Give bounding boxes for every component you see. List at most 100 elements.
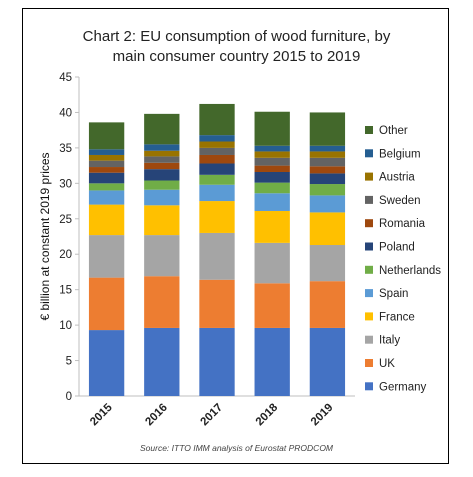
legend-swatch-romania xyxy=(365,219,373,228)
chart-source: Source: ITTO IMM analysis of Eurostat PR… xyxy=(139,443,334,453)
legend-label-poland: Poland xyxy=(379,242,415,254)
bar-segment-poland-2019 xyxy=(309,173,346,185)
legend-swatch-other xyxy=(365,126,373,134)
bar-segment-uk-2018 xyxy=(254,283,290,328)
y-tick-label: 0 xyxy=(66,391,72,403)
legend-swatch-uk xyxy=(365,359,373,367)
bar-segment-belgium-2019 xyxy=(309,145,346,152)
bar-segment-austria-2017 xyxy=(199,141,235,148)
bar-segment-germany-2015 xyxy=(88,330,125,396)
bar-segment-france-2018 xyxy=(254,210,290,243)
bar-segment-france-2016 xyxy=(144,205,180,236)
y-axis-label: € billion at constant 2019 prices xyxy=(38,152,52,320)
bar-segment-spain-2018 xyxy=(254,193,290,211)
bar-segment-belgium-2018 xyxy=(254,145,290,152)
legend-swatch-netherlands xyxy=(365,265,373,274)
chart-title-line2: main consumer country 2015 to 2019 xyxy=(112,48,361,65)
legend-label-belgium: Belgium xyxy=(379,148,421,160)
legend-label-germany: Germany xyxy=(379,381,427,393)
y-tick-label: 20 xyxy=(59,249,72,261)
bar-segment-uk-2019 xyxy=(309,281,346,328)
bar-segment-poland-2017 xyxy=(199,163,235,175)
legend-label-sweden: Sweden xyxy=(379,195,421,207)
bar-segment-romania-2017 xyxy=(199,154,235,164)
legend-label-italy: Italy xyxy=(379,335,400,347)
bar-segment-germany-2017 xyxy=(199,327,235,396)
legend-label-netherlands: Netherlands xyxy=(379,265,441,277)
bar-segment-belgium-2015 xyxy=(88,149,125,155)
bar-segment-sweden-2017 xyxy=(199,147,235,155)
legend-swatch-france xyxy=(365,312,373,321)
bar-segment-france-2015 xyxy=(88,204,125,236)
legend-swatch-poland xyxy=(365,242,373,251)
x-tick-label: 2015 xyxy=(88,401,115,428)
y-tick-label: 15 xyxy=(59,285,72,297)
bar-segment-sweden-2019 xyxy=(309,157,346,167)
bar-segment-poland-2018 xyxy=(254,171,290,183)
legend-label-france: France xyxy=(379,311,415,323)
y-tick-label: 30 xyxy=(59,178,72,190)
bar-segment-spain-2019 xyxy=(309,195,346,213)
bar-segment-netherlands-2019 xyxy=(309,184,346,196)
bar-segment-spain-2015 xyxy=(88,190,125,205)
bar-segment-austria-2016 xyxy=(144,150,180,157)
legend-swatch-austria xyxy=(365,172,373,181)
bar-segment-spain-2016 xyxy=(144,189,180,206)
bar-segment-austria-2015 xyxy=(88,154,125,161)
bar-segment-other-2015 xyxy=(88,122,125,150)
legend-label-spain: Spain xyxy=(379,288,408,300)
bar-segment-sweden-2016 xyxy=(144,156,180,163)
bar-segment-uk-2016 xyxy=(144,276,180,328)
bar-segment-netherlands-2018 xyxy=(254,182,290,194)
bar-segment-italy-2015 xyxy=(88,235,125,278)
bar-segment-sweden-2018 xyxy=(254,157,290,166)
bar-segment-germany-2019 xyxy=(309,327,346,396)
legend-swatch-spain xyxy=(365,289,373,298)
bar-segment-romania-2018 xyxy=(254,165,290,172)
bar-segment-romania-2016 xyxy=(144,162,180,170)
bar-segment-belgium-2017 xyxy=(199,135,235,142)
y-tick-label: 25 xyxy=(59,214,72,226)
bar-segment-germany-2016 xyxy=(144,327,180,396)
bar-segment-other-2016 xyxy=(144,113,180,145)
bar-segment-belgium-2016 xyxy=(144,144,180,151)
bar-segment-spain-2017 xyxy=(199,184,235,202)
bar-segment-netherlands-2016 xyxy=(144,180,180,190)
bar-segment-uk-2017 xyxy=(199,279,235,328)
bar-segment-france-2017 xyxy=(199,201,235,233)
bar-segment-other-2019 xyxy=(309,112,346,146)
chart-title-line1: Chart 2: EU consumption of wood furnitur… xyxy=(82,28,391,45)
legend-swatch-sweden xyxy=(365,195,373,204)
bar-segment-sweden-2015 xyxy=(88,160,125,168)
legend-swatch-italy xyxy=(365,335,373,344)
bar-segment-romania-2019 xyxy=(309,166,346,174)
y-tick-label: 45 xyxy=(59,72,72,84)
legend-swatch-germany xyxy=(365,382,373,391)
stacked-bar-chart: 0 5 10 15 20 25 30 35 40 45 € billion at constant … xyxy=(38,72,441,429)
y-tick-label: 35 xyxy=(59,143,72,155)
bar-segment-netherlands-2017 xyxy=(199,174,235,185)
bar-segment-uk-2015 xyxy=(88,277,125,331)
legend-label-austria: Austria xyxy=(379,172,415,184)
legend-label-romania: Romania xyxy=(379,218,426,230)
legend-label-other: Other xyxy=(379,125,408,137)
legend-swatch-belgium xyxy=(365,149,373,158)
x-tick-label: 2016 xyxy=(143,402,170,429)
bar-segment-netherlands-2015 xyxy=(88,183,125,191)
bar-segment-italy-2017 xyxy=(199,232,235,280)
chart-title: Chart 2: EU consumption of wood furnitur… xyxy=(23,27,450,67)
y-tick-label: 5 xyxy=(66,356,72,368)
bar-segment-germany-2018 xyxy=(254,327,290,396)
bar-segment-romania-2015 xyxy=(88,167,125,173)
x-tick-label: 2017 xyxy=(199,402,226,429)
chart-frame: Chart 2: EU consumption of wood furnitur… xyxy=(22,8,449,464)
bar-segment-other-2018 xyxy=(254,111,290,146)
y-tick-label: 40 xyxy=(59,107,72,119)
legend-label-uk: UK xyxy=(379,358,395,370)
x-tick-label: 2018 xyxy=(254,401,281,428)
bar-segment-austria-2018 xyxy=(254,151,290,158)
y-tick-label: 10 xyxy=(59,320,72,332)
bar-segment-france-2019 xyxy=(309,212,346,246)
bar-segment-italy-2018 xyxy=(254,242,290,284)
bar-segment-poland-2016 xyxy=(144,169,180,181)
